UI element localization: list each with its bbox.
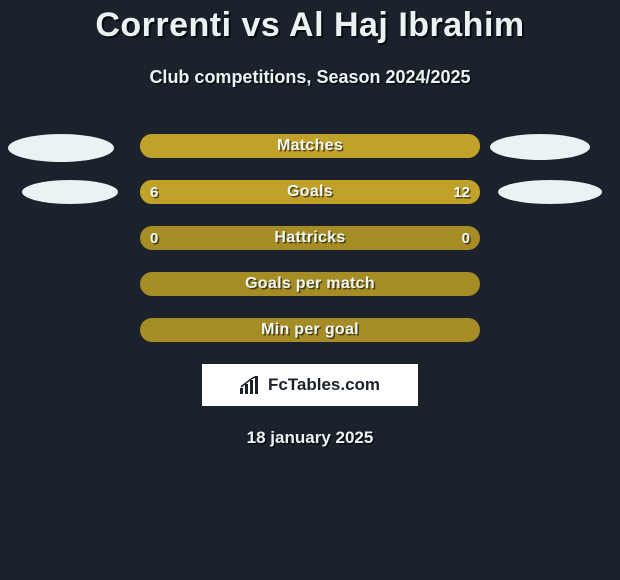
- source-logo: FcTables.com: [202, 364, 418, 406]
- stat-row: Hattricks0 0: [140, 226, 480, 250]
- decorative-oval-0: [8, 134, 114, 162]
- stat-label: Min per goal: [140, 318, 480, 342]
- stat-label: Hattricks: [140, 226, 480, 250]
- date-label: 18 january 2025: [0, 428, 620, 448]
- stat-value-left: 0: [150, 226, 158, 250]
- decorative-oval-1: [490, 134, 590, 160]
- comparison-chart: Matches Goals6 12 Hattricks0 0 Goals per matc…: [0, 134, 620, 342]
- stat-value-right: 0: [462, 226, 470, 250]
- stat-label: Goals: [140, 180, 480, 204]
- stat-row: Goals per match: [140, 272, 480, 296]
- stat-label: Goals per match: [140, 272, 480, 296]
- stat-value-left: 6: [150, 180, 158, 204]
- stat-value-right: 12: [453, 180, 470, 204]
- decorative-oval-3: [498, 180, 602, 204]
- page-root: Correnti vs Al Haj Ibrahim Club competit…: [0, 0, 620, 580]
- page-title: Correnti vs Al Haj Ibrahim: [0, 0, 620, 45]
- decorative-oval-2: [22, 180, 118, 204]
- stat-row: Min per goal: [140, 318, 480, 342]
- stat-label: Matches: [140, 134, 480, 158]
- stat-row: Matches: [140, 134, 480, 158]
- page-subtitle: Club competitions, Season 2024/2025: [0, 67, 620, 88]
- source-logo-text: FcTables.com: [268, 375, 380, 395]
- stat-row: Goals6 12: [140, 180, 480, 204]
- barchart-icon: [240, 376, 262, 394]
